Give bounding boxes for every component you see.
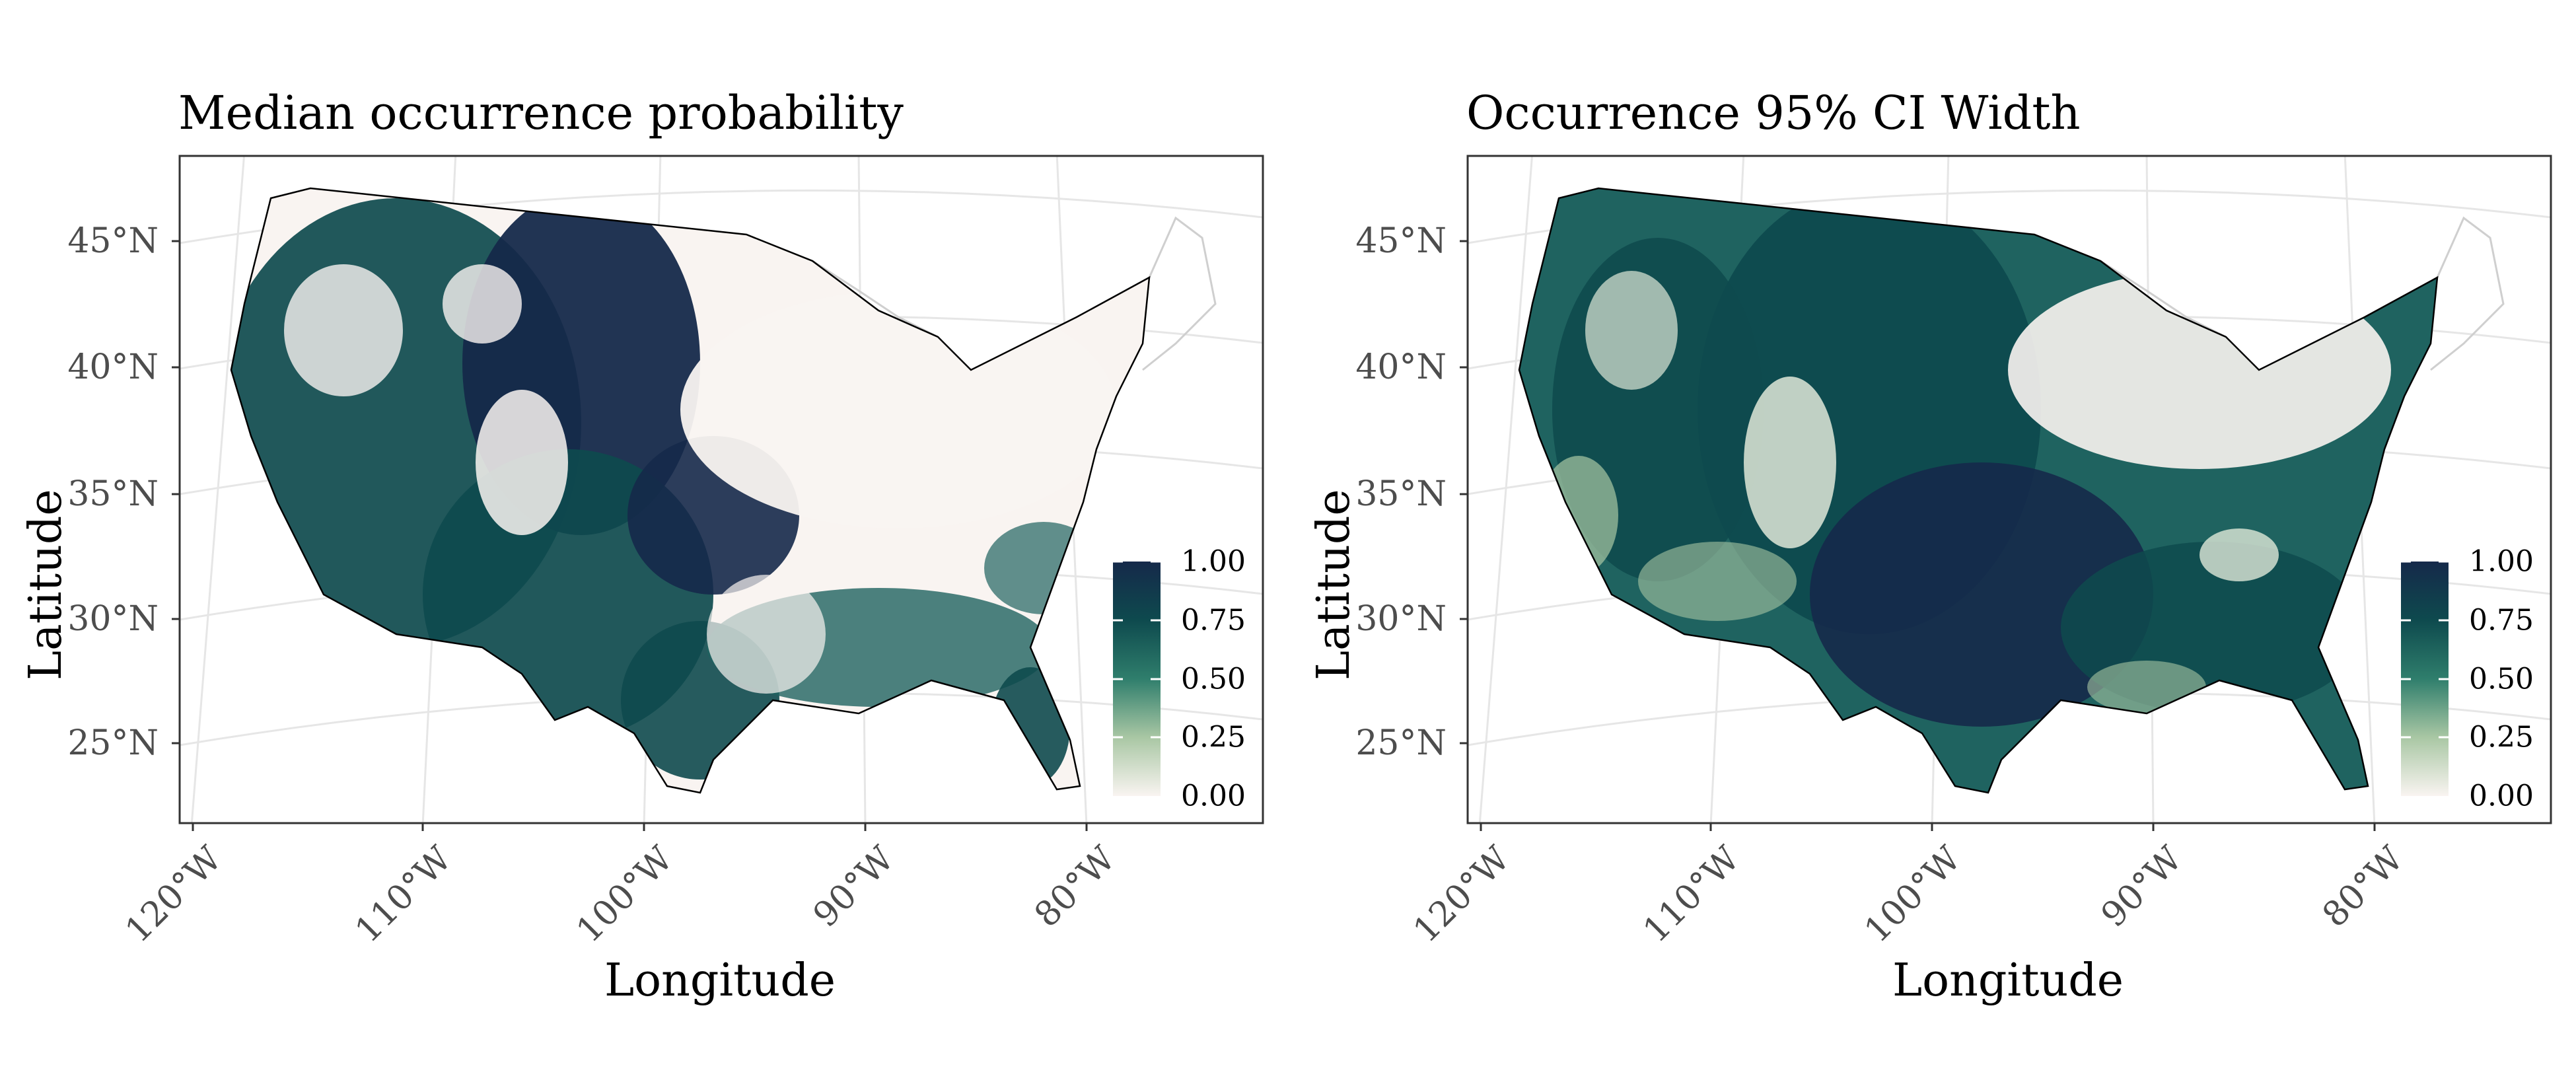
colorbar-ticks — [2401, 560, 2449, 739]
y-tick-label: 40°N — [1355, 347, 1447, 387]
y-tick-label: 45°N — [1355, 221, 1447, 261]
colorbar-label: 0.50 — [2469, 662, 2534, 696]
colorbar-label: 0.25 — [1181, 720, 1246, 754]
colorbar-label: 0.25 — [2469, 720, 2534, 754]
panel-title: Occurrence 95% CI Width — [1466, 86, 2081, 140]
map-plot — [172, 155, 1264, 831]
colorbar-label: 1.00 — [2469, 544, 2534, 579]
colorbar-label: 0.00 — [2469, 779, 2534, 813]
y-tick-label: 25°N — [67, 723, 159, 763]
colorbar-ticks — [1113, 560, 1161, 739]
panel-title: Median occurrence probability — [178, 86, 904, 140]
y-tick-label: 35°N — [1355, 474, 1447, 514]
y-tick-label: 35°N — [67, 474, 159, 514]
occurrence-raster — [231, 188, 1149, 793]
plot-frame — [1466, 155, 2552, 824]
map-panel-median: Median occurrence probability Latitude L… — [20, 86, 1264, 1007]
axis-tick-marks — [172, 240, 1088, 831]
y-tick-label: 45°N — [67, 221, 159, 261]
map-plot — [1460, 155, 2552, 831]
axis-tick-marks — [1460, 240, 2376, 831]
y-tick-label: 30°N — [67, 599, 159, 639]
plot-frame — [178, 155, 1264, 824]
us-border — [1518, 187, 2439, 794]
y-tick-label: 30°N — [1355, 599, 1447, 639]
colorbar-label: 0.75 — [2469, 603, 2534, 637]
colorbar-label: 0.00 — [1181, 779, 1246, 813]
map-panel-ci-width: Occurrence 95% CI Width Latitude Longitu… — [1288, 0, 2576, 1090]
y-tick-label: 40°N — [67, 347, 159, 387]
colorbar-label: 1.00 — [1181, 544, 1246, 579]
y-tick-label: 25°N — [1355, 723, 1447, 763]
x-axis-label: Longitude — [604, 955, 836, 1007]
us-border — [230, 187, 1151, 794]
colorbar-label: 0.50 — [1181, 662, 1246, 696]
colorbar-label: 0.75 — [1181, 603, 1246, 637]
x-axis-label: Longitude — [1892, 955, 2124, 1007]
